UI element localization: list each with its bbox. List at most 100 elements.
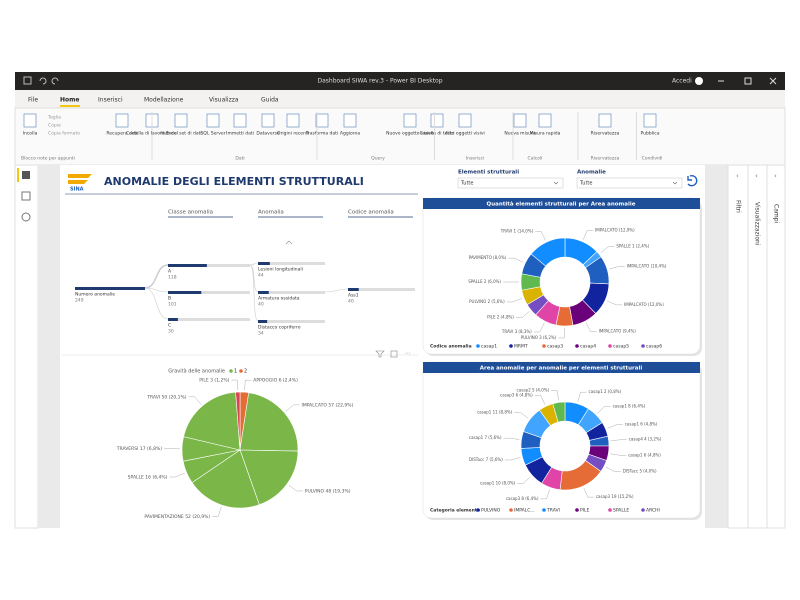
ribbon-tab[interactable]: Modellazione [144, 97, 184, 104]
tree-bar[interactable] [75, 287, 145, 290]
legend-swatch [608, 508, 612, 512]
ribbon-button[interactable]: Recupera dati [106, 131, 137, 137]
ribbon-small-button[interactable]: Copia formato [48, 131, 80, 137]
ribbon-tab[interactable]: Visualizza [209, 97, 239, 104]
slicer-value[interactable]: Tutte [579, 181, 592, 187]
focus-icon[interactable] [390, 350, 398, 358]
side-panel-title[interactable]: Filtri [735, 200, 742, 213]
ribbon-button[interactable]: Riservatezza [591, 131, 620, 137]
side-panel-title[interactable]: Visualizzazioni [754, 202, 761, 246]
card-title: Quantità elementi strutturali per Area a… [487, 201, 636, 208]
ribbon-button[interactable]: Hub dei set di dati [160, 131, 201, 137]
left-nav [14, 164, 39, 529]
ribbon-button[interactable]: Immetti dati [226, 131, 254, 137]
title-bar [15, 72, 785, 90]
slicer-box[interactable] [457, 177, 564, 189]
pie-slice[interactable] [183, 391, 241, 451]
tree-header: Codice anomalia [348, 210, 394, 216]
more-options[interactable]: ··· [405, 351, 411, 358]
leader-line [503, 437, 520, 440]
account-avatar[interactable] [695, 77, 703, 85]
tree-bar[interactable] [258, 262, 270, 265]
tree-bar[interactable] [168, 318, 178, 321]
ribbon-small-button[interactable]: Copia [48, 123, 61, 129]
ribbon-icon[interactable] [286, 113, 300, 128]
ribbon-button[interactable]: Nuovo oggetto visivo [386, 131, 434, 137]
side-panel-title[interactable]: Campi [773, 204, 780, 224]
pie-slice[interactable] [235, 391, 241, 451]
account[interactable]: Accedi [672, 78, 692, 85]
donut-segment[interactable] [530, 237, 566, 267]
ribbon-tab[interactable]: Inserisci [98, 97, 123, 104]
ribbon-icon[interactable] [261, 113, 275, 128]
ribbon-button[interactable]: Dataverse [256, 131, 279, 137]
ribbon-icon[interactable] [403, 113, 417, 128]
legend-swatch [509, 344, 513, 348]
data-label: PULVINO 2 (5,6%) [469, 299, 505, 304]
tree-bar[interactable] [258, 320, 268, 323]
ribbon-small-button[interactable]: Taglia [47, 115, 61, 121]
ribbon-button[interactable]: Trasforma dati [305, 131, 338, 137]
ribbon-tab[interactable]: Home [60, 97, 79, 104]
ribbon-tab[interactable]: File [28, 97, 38, 104]
ribbon-icon[interactable] [315, 113, 329, 128]
save-icon[interactable] [23, 76, 32, 85]
ribbon-icon[interactable] [513, 113, 527, 128]
leader-line [605, 466, 621, 472]
data-label: TRAVERSI 17 (6,8%) [116, 446, 162, 452]
ribbon-icon[interactable] [343, 113, 357, 128]
report-view-icon[interactable] [22, 171, 30, 179]
ribbon-button[interactable]: Incolla [23, 131, 38, 137]
ribbon-icon[interactable] [233, 113, 247, 128]
tree-bar[interactable] [168, 264, 207, 267]
ribbon-icon[interactable] [206, 113, 220, 128]
tree-bar-track [348, 288, 415, 291]
back-button[interactable] [687, 174, 698, 187]
ribbon-button[interactable]: Aggiorna [340, 131, 360, 137]
ribbon-icon[interactable] [430, 113, 444, 128]
slicer-box[interactable] [576, 177, 683, 189]
ribbon-icon[interactable] [598, 113, 612, 128]
pie-slice[interactable] [239, 392, 299, 452]
leader-line [533, 322, 545, 333]
tree-bar[interactable] [168, 291, 202, 294]
pie-slice[interactable] [191, 449, 260, 509]
report-title: ANOMALIE DEGLI ELEMENTI STRUTTURALI [104, 175, 364, 188]
collapse-chevron[interactable]: ‹ [774, 172, 777, 180]
slicer-value[interactable]: Tutte [460, 181, 473, 187]
tree-node-label: C [168, 323, 171, 329]
maximize-button[interactable] [744, 77, 752, 85]
ribbon-button[interactable]: Nuova misura [504, 131, 536, 137]
slicer-label: Elementi strutturali [458, 170, 519, 176]
ribbon-tab[interactable]: Guida [261, 97, 279, 104]
leader-line [577, 391, 587, 402]
ribbon-icon[interactable] [458, 113, 472, 128]
ribbon-button[interactable]: Misura rapida [530, 131, 561, 137]
redo-icon[interactable] [51, 77, 59, 85]
legend-label: casap1 [481, 344, 497, 350]
ribbon-icon[interactable] [23, 113, 37, 128]
tree-scroll-up[interactable] [285, 240, 293, 245]
ribbon-button[interactable]: Casella di testo [420, 131, 455, 137]
ribbon-button[interactable]: SQL Server [200, 131, 225, 137]
data-label: DISTacc 5 (4,0%) [623, 469, 657, 474]
collapse-chevron[interactable]: ‹ [755, 172, 758, 180]
leader-line [285, 404, 300, 412]
ribbon-button[interactable]: Origini recenti [277, 131, 309, 137]
ribbon-icon[interactable] [643, 113, 657, 128]
ribbon-icon[interactable] [538, 113, 552, 128]
model-view-icon[interactable] [21, 212, 31, 222]
ribbon-icon[interactable] [115, 113, 129, 128]
donut-segment[interactable] [552, 401, 566, 423]
collapse-chevron[interactable]: ‹ [736, 172, 739, 180]
tree-bar[interactable] [348, 288, 359, 291]
undo-icon[interactable] [39, 77, 47, 85]
ribbon-icon[interactable] [174, 113, 188, 128]
close-button[interactable] [769, 77, 777, 85]
filter-icon[interactable] [375, 350, 385, 358]
ribbon-button[interactable]: Altri oggetti visivi [445, 131, 485, 137]
data-view-icon[interactable] [21, 191, 31, 201]
tree-bar[interactable] [258, 291, 269, 294]
data-label: casap1 11 (8,8%) [477, 409, 513, 414]
ribbon-button[interactable]: Pubblica [641, 131, 660, 137]
